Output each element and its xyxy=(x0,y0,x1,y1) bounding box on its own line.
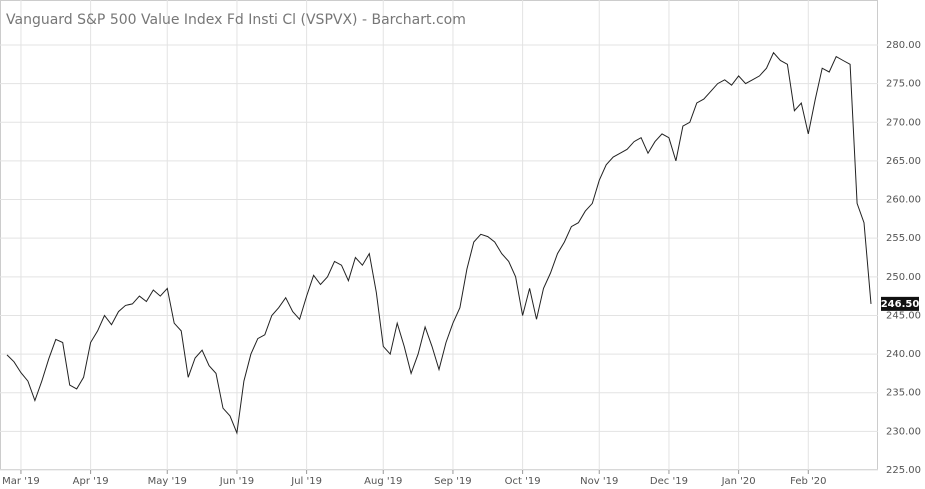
last-price-label: 246.50 xyxy=(881,299,920,310)
chart-title: Vanguard S&P 500 Value Index Fd Insti Cl… xyxy=(6,12,466,28)
price-line xyxy=(6,51,872,435)
y-tick-label: 235.00 xyxy=(886,388,921,399)
last-price-badge xyxy=(881,296,919,311)
x-tick-label: Feb '20 xyxy=(790,476,826,487)
plot-frame xyxy=(0,0,878,470)
x-tick-label: Jul '19 xyxy=(290,476,322,487)
x-tick-label: Apr '19 xyxy=(73,476,109,487)
y-tick-label: 255.00 xyxy=(886,233,921,244)
x-tick-label: Jan '20 xyxy=(721,476,756,487)
y-tick-label: 270.00 xyxy=(886,117,921,128)
y-tick-label: 265.00 xyxy=(886,156,921,167)
x-tick-label: Jun '19 xyxy=(219,476,254,487)
y-tick-label: 250.00 xyxy=(886,272,921,283)
y-tick-label: 245.00 xyxy=(886,310,921,321)
y-tick-label: 230.00 xyxy=(886,426,921,437)
x-tick-label: Nov '19 xyxy=(580,476,618,487)
x-tick-label: Sep '19 xyxy=(434,476,472,487)
x-tick-label: Aug '19 xyxy=(364,476,402,487)
x-tick-label: May '19 xyxy=(148,476,187,487)
x-tick-label: Dec '19 xyxy=(650,476,688,487)
x-tick-label: Mar '19 xyxy=(2,476,40,487)
y-tick-label: 225.00 xyxy=(886,465,921,476)
y-tick-label: 260.00 xyxy=(886,195,921,206)
y-tick-label: 240.00 xyxy=(886,349,921,360)
x-tick-label: Oct '19 xyxy=(505,476,541,487)
y-tick-label: 275.00 xyxy=(886,79,921,90)
y-tick-label: 280.00 xyxy=(886,40,921,51)
